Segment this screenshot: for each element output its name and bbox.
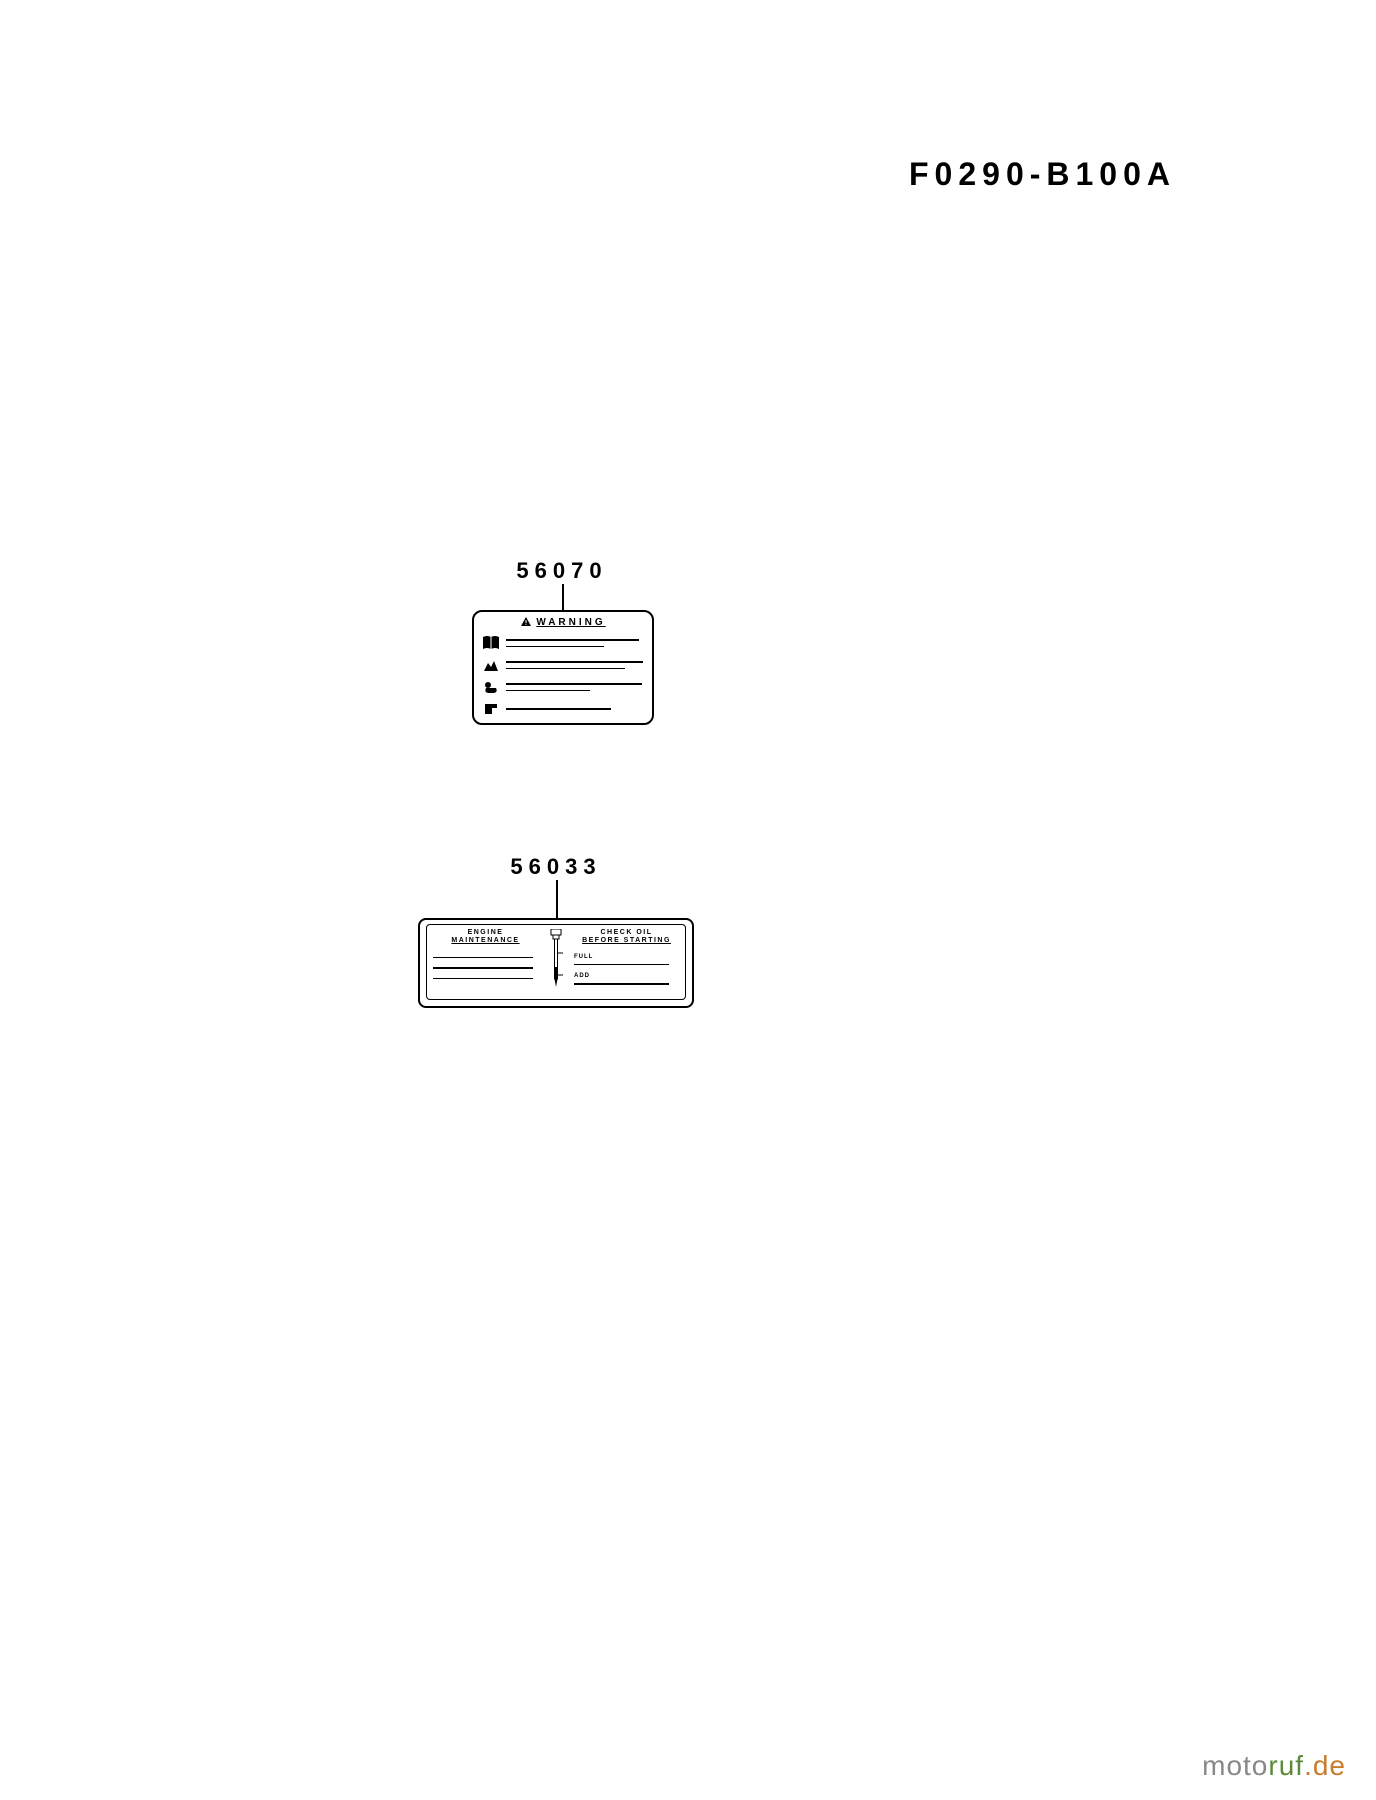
watermark: motoruf.de xyxy=(1202,1750,1346,1782)
watermark-seg1: moto xyxy=(1202,1750,1268,1781)
maintenance-label: ENGINE MAINTENANCE CHECK OIL BEFORE STAR… xyxy=(418,918,694,1008)
warning-row-3 xyxy=(480,676,646,698)
maint-gauge-col xyxy=(538,929,574,995)
hazard-icon-3 xyxy=(480,699,502,719)
maint-right-col: CHECK OIL BEFORE STARTING FULL ADD xyxy=(574,929,679,995)
gauge-full-label: FULL xyxy=(574,954,679,960)
warning-row-2 xyxy=(480,654,646,676)
maint-left-col: ENGINE MAINTENANCE xyxy=(433,929,538,995)
maint-right-title-2: BEFORE STARTING xyxy=(582,937,671,944)
watermark-seg2: ruf xyxy=(1268,1750,1304,1781)
manual-icon xyxy=(480,633,502,653)
warning-row-4 xyxy=(480,698,646,720)
page-title: F0290-B100A xyxy=(909,156,1176,193)
maint-right-title-1: CHECK OIL xyxy=(601,929,653,936)
warning-header-text: WARNING xyxy=(536,617,605,628)
part-ref-56070: 56070 xyxy=(516,558,607,584)
warning-triangle-icon xyxy=(520,616,532,628)
warning-row-1 xyxy=(480,632,646,654)
warning-label: WARNING xyxy=(472,610,654,725)
leader-56033 xyxy=(556,880,558,918)
leader-56070 xyxy=(562,584,564,610)
warning-header: WARNING xyxy=(480,616,646,628)
watermark-seg3: .de xyxy=(1304,1750,1346,1781)
gauge-add-label: ADD xyxy=(574,973,679,979)
dipstick-icon xyxy=(548,929,564,989)
maint-left-title-1: ENGINE xyxy=(468,929,504,936)
maint-left-title-2: MAINTENANCE xyxy=(451,937,519,944)
hazard-icon-2 xyxy=(480,677,502,697)
part-ref-56033: 56033 xyxy=(510,854,601,880)
hazard-icon-1 xyxy=(480,655,502,675)
